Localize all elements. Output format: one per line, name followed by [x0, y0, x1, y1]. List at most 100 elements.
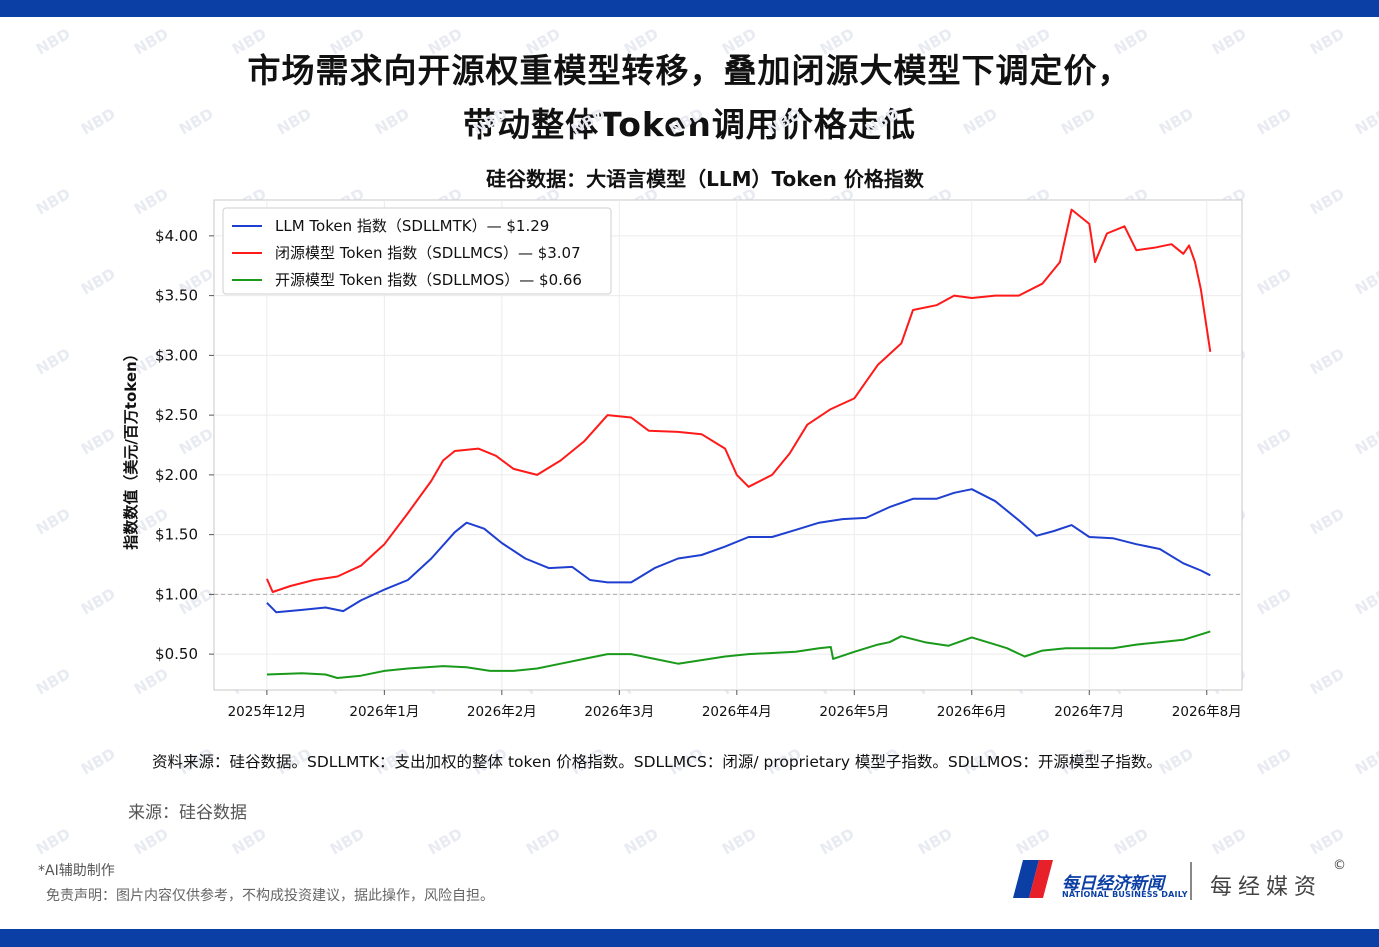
watermark-text: NBD — [372, 105, 413, 139]
watermark-text: NBD — [1209, 825, 1250, 859]
watermark-text: NBD — [1013, 825, 1054, 859]
watermark-text: NBD — [523, 825, 564, 859]
x-tick-label: 2026年8月 — [1172, 704, 1242, 720]
watermark-text: NBD — [327, 25, 368, 59]
watermark-text: NBD — [327, 825, 368, 859]
watermark-text: NBD — [915, 25, 956, 59]
watermark-text: NBD — [1307, 665, 1348, 699]
disclaimer: 免责声明：图片内容仅供参考，不构成投资建议，据此操作，风险自担。 — [46, 888, 494, 904]
x-tick-label: 2026年3月 — [584, 704, 654, 720]
watermark-text: NBD — [131, 825, 172, 859]
watermark-text: NBD — [1352, 745, 1379, 779]
watermark-text: NBD — [523, 25, 564, 59]
headline-line-2: 带动整体Token调用价格走低 — [463, 105, 916, 144]
watermark-text: NBD — [1352, 585, 1379, 619]
watermark-text: NBD — [425, 25, 466, 59]
watermark-text: NBD — [719, 25, 760, 59]
y-tick-label: $0.50 — [155, 645, 198, 663]
watermark-text: NBD — [1111, 825, 1152, 859]
watermark-text: NBD — [1254, 105, 1295, 139]
watermark-text: NBD — [1307, 185, 1348, 219]
brand-name-cn: 每日经济新闻 — [1062, 874, 1164, 894]
y-tick-label: $3.50 — [155, 287, 198, 305]
watermark-text: NBD — [764, 105, 805, 139]
watermark-text: NBD — [719, 825, 760, 859]
watermark-text: NBD — [131, 665, 172, 699]
watermark-text: NBD — [1209, 25, 1250, 59]
watermark-text: NBD — [1156, 745, 1197, 779]
series-lines — [265, 208, 1212, 679]
watermark-text: NBD — [1352, 425, 1379, 459]
watermark-text: NBD — [33, 665, 74, 699]
watermark-text: NBD — [1307, 825, 1348, 859]
watermark-text: NBD — [1307, 25, 1348, 59]
watermark-text: NBD — [78, 745, 119, 779]
source-text: 来源：硅谷数据 — [128, 803, 247, 823]
watermark-text: NBD — [131, 185, 172, 219]
watermark-text: NBD — [1254, 265, 1295, 299]
brand-media: 每经媒资 — [1210, 875, 1323, 900]
watermark-text: NBD — [862, 105, 903, 139]
watermark-text: NBD — [1307, 345, 1348, 379]
series-line-0 — [266, 488, 1211, 614]
watermark-text: NBD — [425, 825, 466, 859]
watermark-text: NBD — [33, 505, 74, 539]
watermark-text: NBD — [1352, 105, 1379, 139]
x-tick-label: 2026年6月 — [937, 704, 1007, 720]
y-tick-label: $1.50 — [155, 526, 198, 544]
watermark-text: NBD — [176, 105, 217, 139]
watermark-text: NBD — [1254, 745, 1295, 779]
watermark-text: NBD — [1156, 105, 1197, 139]
watermark-text: NBD — [176, 425, 217, 459]
watermark-text: NBD — [33, 25, 74, 59]
copyright-mark: © — [1333, 858, 1346, 873]
watermark-text: NBD — [817, 825, 858, 859]
watermark-text: NBD — [1058, 105, 1099, 139]
brand-divider — [1190, 862, 1192, 900]
nbd-logo-icon — [1013, 860, 1053, 898]
watermark-text: NBD — [78, 425, 119, 459]
legend-box — [222, 207, 612, 295]
legend-label-1: 闭源模型 Token 指数（SDLLMCS）— $3.07 — [275, 244, 581, 262]
watermark-text: NBD — [78, 585, 119, 619]
watermark-text: NBD — [960, 105, 1001, 139]
brand-name-en: NATIONAL BUSINESS DAILY — [1062, 890, 1188, 899]
chart-title: 硅谷数据：大语言模型（LLM）Token 价格指数 — [486, 167, 925, 191]
y-tick-label: $2.00 — [155, 466, 198, 484]
gridlines — [214, 200, 1242, 690]
x-tick-label: 2026年2月 — [467, 704, 537, 720]
y-tick-label: $1.00 — [155, 585, 198, 603]
headline-line-1: 市场需求向开源权重模型转移，叠加闭源大模型下调定价， — [247, 51, 1132, 90]
series-line-2 — [266, 630, 1211, 679]
watermark-text: NBD — [33, 185, 74, 219]
watermark-text: NBD — [131, 25, 172, 59]
top-bar — [0, 0, 1379, 17]
ai-note: *AI辅助制作 — [38, 863, 115, 879]
x-tick-label: 2026年4月 — [702, 704, 772, 720]
x-tick-label: 2026年5月 — [819, 704, 889, 720]
watermark-text: NBD — [666, 105, 707, 139]
y-tick-label: $3.00 — [155, 346, 198, 364]
series-line-1 — [265, 208, 1212, 593]
watermark-text: NBD — [33, 825, 74, 859]
watermark-text: NBD — [78, 105, 119, 139]
bottom-bar — [0, 929, 1379, 947]
watermark-text: NBD — [568, 105, 609, 139]
y-tick-label: $2.50 — [155, 406, 198, 424]
watermark-text: NBD — [621, 25, 662, 59]
watermark-text: NBD — [78, 265, 119, 299]
watermark-text: NBD — [1254, 425, 1295, 459]
watermark-text: NBD — [229, 825, 270, 859]
watermark-text: NBD — [470, 105, 511, 139]
x-tick-label: 2026年7月 — [1054, 704, 1124, 720]
watermark-text: NBD — [915, 825, 956, 859]
watermark-text: NBD — [1111, 25, 1152, 59]
watermark-text: NBD — [1352, 265, 1379, 299]
legend-label-2: 开源模型 Token 指数（SDLLMOS）— $0.66 — [275, 271, 582, 289]
watermark-text: NBD — [1307, 505, 1348, 539]
y-axis-label: 指数数值（美元/百万token） — [122, 346, 140, 549]
x-tick-label: 2025年12月 — [228, 704, 307, 720]
watermark-text: NBD — [1254, 585, 1295, 619]
y-axis-ticks: $0.50 $1.00 $1.50 $2.00 $2.50 $3.00 $3.50 $4.00 — [155, 227, 214, 663]
